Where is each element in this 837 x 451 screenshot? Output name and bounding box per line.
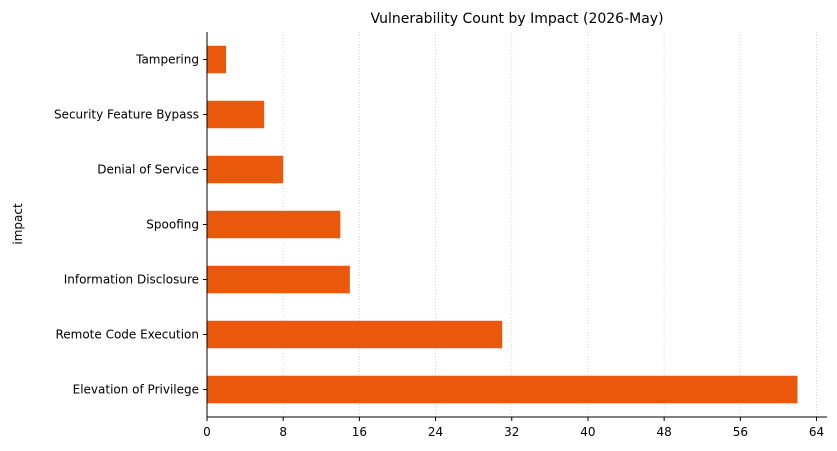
y-tick-label: Tampering: [135, 53, 199, 67]
bar-information-disclosure: [207, 265, 350, 294]
y-tick-label: Denial of Service: [97, 163, 199, 177]
x-tick-label: 32: [504, 425, 519, 439]
y-axis-ticks: Elevation of Privilege Remote Code Execut…: [54, 53, 207, 397]
x-tick-label: 24: [428, 425, 443, 439]
y-tick-label: Information Disclosure: [64, 273, 199, 287]
chart-title: Vulnerability Count by Impact (2026-May): [370, 11, 663, 27]
bar-spoofing: [207, 210, 341, 239]
x-tick-label: 40: [580, 425, 595, 439]
y-tick-label: Remote Code Execution: [55, 328, 199, 342]
x-axis-ticks: 0 8 16 24 32 40 48 56 64: [203, 417, 824, 439]
x-tick-label: 8: [279, 425, 287, 439]
x-tick-label: 64: [809, 425, 824, 439]
y-tick-label: Elevation of Privilege: [73, 383, 199, 397]
y-tick-label: Spoofing: [146, 218, 199, 232]
x-tick-label: 56: [733, 425, 748, 439]
bar-denial-of-service: [207, 155, 284, 184]
x-tick-label: 16: [352, 425, 367, 439]
x-tick-label: 48: [657, 425, 672, 439]
bar-security-feature-bypass: [207, 100, 265, 129]
bar-remote-code-execution: [207, 320, 503, 349]
y-tick-label: Security Feature Bypass: [54, 108, 199, 122]
y-axis-label: impact: [11, 203, 25, 245]
gridlines: [282, 32, 817, 417]
x-tick-label: 0: [203, 425, 211, 439]
bars: [207, 45, 798, 404]
bar-tampering: [207, 45, 227, 74]
bar-elevation-of-privilege: [207, 375, 798, 404]
